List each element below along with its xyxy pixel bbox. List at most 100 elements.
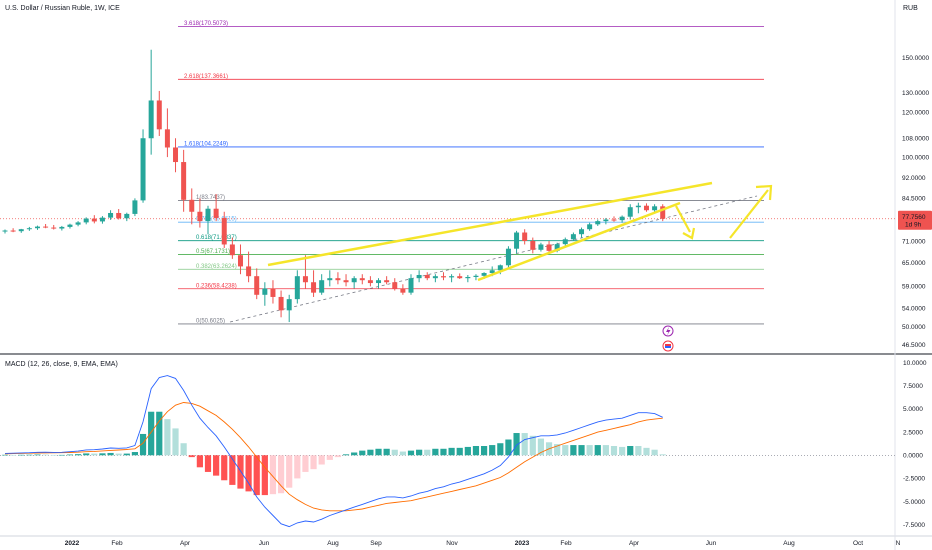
candle-body <box>400 288 406 293</box>
macd-histogram-bar <box>513 433 520 456</box>
macd-histogram-bar <box>180 443 187 456</box>
macd-histogram-bar <box>269 455 277 495</box>
candle-body <box>603 219 609 222</box>
candle-body <box>164 129 170 148</box>
candle-body <box>522 232 528 241</box>
price-tick-label: 50.0000 <box>902 324 926 331</box>
macd-histogram-bar <box>391 449 398 456</box>
candle <box>505 246 511 269</box>
price-tick-label: 92.0000 <box>902 175 926 182</box>
candle-body <box>505 248 511 266</box>
macd-histogram-bar <box>261 455 268 496</box>
candle <box>351 276 357 289</box>
candle <box>156 90 162 136</box>
last-price-badge-bg <box>898 210 932 230</box>
candle-body <box>538 244 544 250</box>
macd-histogram-bar <box>610 446 618 456</box>
annotation-dashed-line <box>229 195 758 323</box>
macd-histogram-bar <box>448 447 455 456</box>
macd-histogram-bar <box>529 435 536 456</box>
candle <box>473 274 479 281</box>
candle <box>530 237 536 254</box>
flag-event-icon-top <box>665 344 671 346</box>
candle-body <box>213 208 219 218</box>
candle-body <box>440 276 446 278</box>
price-tick-label: 59.0000 <box>902 284 926 291</box>
candle <box>343 274 349 287</box>
time-tick-label: Oct <box>853 540 863 547</box>
price-axis[interactable]: 150.0000 130.0000 120.0000 108.0000 100.0000… <box>898 55 932 349</box>
macd-histogram-bar <box>537 438 545 456</box>
flag-event-icon[interactable] <box>662 340 674 352</box>
macd-histogram-bar <box>367 449 374 456</box>
arrow-down-shaft <box>675 205 691 233</box>
candle-body <box>262 288 268 295</box>
candle <box>416 270 422 283</box>
macd-histogram-bar <box>83 453 90 456</box>
candle <box>465 274 471 283</box>
candle <box>643 203 649 212</box>
candle <box>26 226 32 231</box>
time-axis[interactable]: 2022 Feb Apr Jun Aug Sep Nov 2023 Feb Apr Jun Aug Oc… <box>65 540 901 547</box>
macd-axis[interactable]: 10.0000 7.5000 5.0000 2.5000 0.0000 -2.5000 -5… <box>903 360 927 529</box>
candle <box>43 224 49 229</box>
arrow-down-icon <box>675 205 696 240</box>
candle <box>213 194 219 222</box>
candle-body <box>595 221 601 225</box>
macd-histogram-bar <box>123 453 130 456</box>
time-tick-label: Jun <box>259 540 270 547</box>
candle-body <box>18 229 24 232</box>
candle <box>205 205 211 235</box>
candle <box>83 217 89 225</box>
candle-body <box>205 208 211 222</box>
time-tick-label: Sep <box>370 540 382 547</box>
candle-body <box>643 205 649 211</box>
candle <box>319 274 325 295</box>
macd-histogram-bar <box>521 433 528 456</box>
candle-body <box>34 226 40 229</box>
time-tick-label: Apr <box>180 540 191 547</box>
time-tick-label: Nov <box>446 540 458 547</box>
candle-body <box>221 217 227 245</box>
candle <box>278 290 284 318</box>
candle <box>59 225 65 231</box>
macd-histogram-bar <box>139 433 147 456</box>
candle-body <box>99 217 105 222</box>
macd-histogram-bar <box>326 455 333 460</box>
macd-histogram-bar <box>221 455 228 481</box>
candle <box>538 242 544 252</box>
candle <box>116 209 122 220</box>
candle-body <box>108 212 114 218</box>
event-icons[interactable] <box>662 325 674 352</box>
macd-pane <box>0 375 895 528</box>
macd-histogram-bar <box>204 455 212 472</box>
time-tick-label: 2023 <box>515 540 530 547</box>
candle <box>514 230 520 254</box>
candle <box>603 217 609 225</box>
candle-body <box>59 226 65 229</box>
time-tick-label: Apr <box>629 540 640 547</box>
candle-body <box>91 218 97 222</box>
lightning-icon[interactable] <box>662 325 674 337</box>
fib-retracement[interactable]: 0(50.6025) 0.236(58.4238) 0.382(63.2624) 0.… <box>0 21 895 325</box>
candle <box>457 273 463 279</box>
candle-body <box>254 276 260 295</box>
macd-histogram-bar <box>74 454 82 456</box>
macd-histogram-bar <box>253 455 260 496</box>
candle-body <box>587 224 593 230</box>
candle-body <box>497 265 503 271</box>
candle-body <box>376 280 382 284</box>
macd-histogram-bar <box>651 449 658 456</box>
macd-histogram-bar <box>602 445 609 456</box>
candle-body <box>351 278 357 283</box>
annotations[interactable] <box>267 181 773 282</box>
candle <box>570 232 576 241</box>
fib-label-0: 0(50.6025) <box>196 318 225 324</box>
price-tick-label: 150.0000 <box>902 55 929 62</box>
price-tick-label: 54.0000 <box>902 305 926 312</box>
candle <box>359 274 365 285</box>
candle <box>286 294 292 323</box>
candle <box>148 49 154 155</box>
